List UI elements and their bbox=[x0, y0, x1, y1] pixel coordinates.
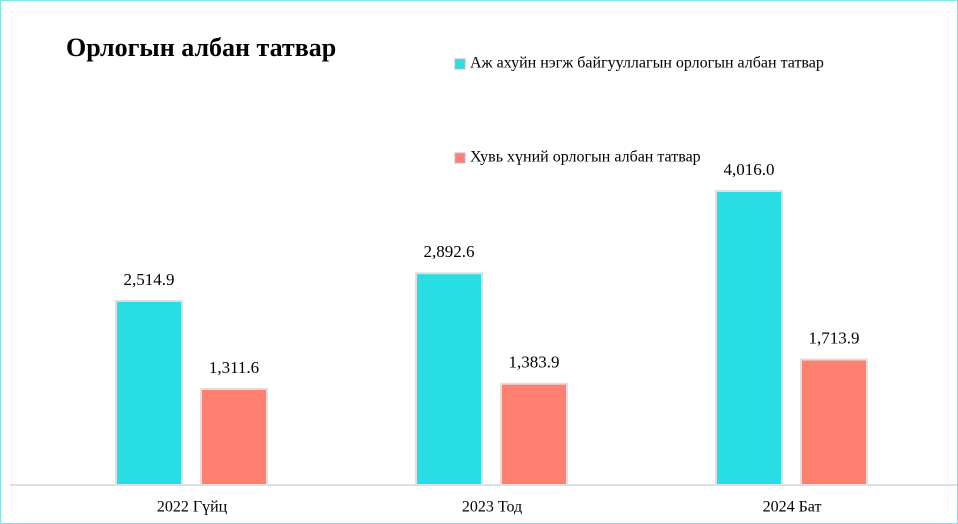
data-label: 2,892.6 bbox=[424, 242, 475, 261]
bar bbox=[715, 190, 783, 486]
bar bbox=[800, 358, 868, 486]
bar bbox=[500, 382, 568, 486]
x-tick-label: 2023 Тод bbox=[462, 499, 522, 516]
bar bbox=[415, 272, 483, 487]
data-label: 4,016.0 bbox=[724, 160, 775, 179]
data-label: 1,311.6 bbox=[209, 358, 259, 377]
bar bbox=[200, 387, 268, 486]
legend-swatch bbox=[454, 58, 466, 70]
x-tick-label: 2024 Бат bbox=[763, 499, 822, 516]
data-label: 1,383.9 bbox=[509, 353, 560, 372]
data-label: 1,713.9 bbox=[809, 328, 860, 347]
x-tick-label: 2022 Гүйц bbox=[157, 499, 228, 516]
legend-label: Аж ахуйн нэгж байгууллагын орлогын албан… bbox=[470, 55, 824, 72]
chart-title: Орлогын албан татвар bbox=[66, 33, 336, 62]
legend-swatch bbox=[454, 152, 466, 164]
bar bbox=[115, 299, 183, 487]
data-label: 2,514.9 bbox=[124, 270, 175, 289]
legend-label: Хувь хүний орлогын албан татвар bbox=[470, 149, 701, 166]
